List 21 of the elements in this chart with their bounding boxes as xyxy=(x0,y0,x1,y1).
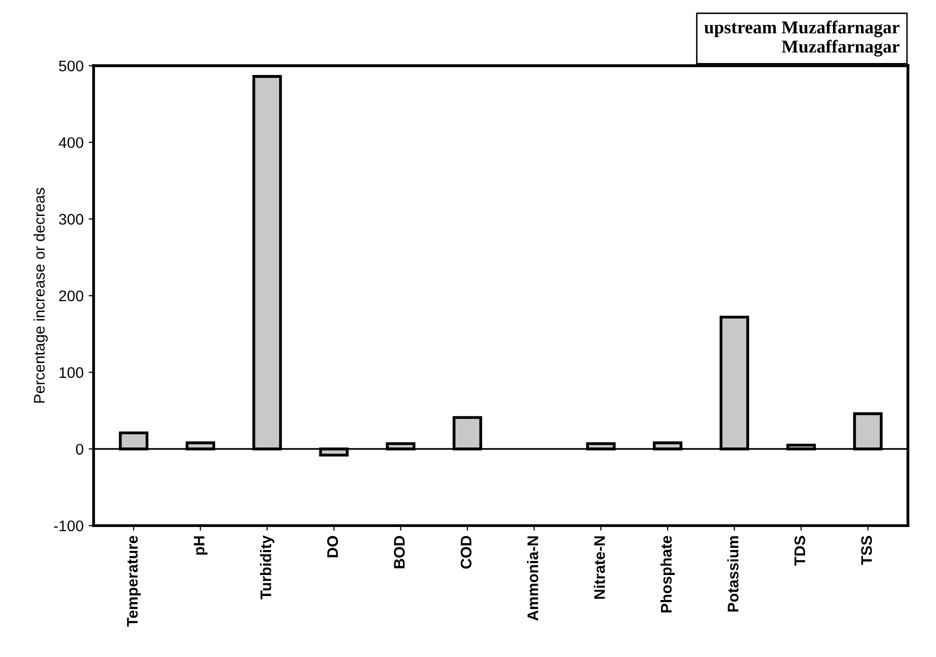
y-tick-label: 400 xyxy=(58,137,84,148)
x-tick-label: Potassium xyxy=(727,536,738,612)
x-tick-label: Phosphate xyxy=(660,536,675,612)
x-tick-label: COD xyxy=(460,536,472,569)
y-tick-label: 100 xyxy=(60,367,84,378)
x-tick-label: TDS xyxy=(794,536,806,566)
legend-title: upstream Muzaffarnagar Muzaffarnagar xyxy=(704,20,900,56)
y-tick-label: 500 xyxy=(59,60,84,72)
x-tick-label: Ammonia-N xyxy=(527,536,538,621)
y-tick-label: 200 xyxy=(59,290,84,302)
y-tick-label: 300 xyxy=(58,214,84,225)
x-tick-label: Temperature xyxy=(127,536,141,627)
x-tick-label: pH xyxy=(194,536,208,555)
x-tick-label: TSS xyxy=(861,536,872,565)
x-tick-label: Nitrate-N xyxy=(594,536,605,599)
x-tick-label: BOD xyxy=(394,536,405,568)
y-tick-label: 0 xyxy=(76,444,84,455)
x-tick-label: DO xyxy=(327,536,338,558)
y-axis-title: Percentage increase or decreas xyxy=(34,188,48,403)
x-tick-label: Turbidity xyxy=(260,535,274,600)
y-tick-label: -100 xyxy=(54,520,84,532)
